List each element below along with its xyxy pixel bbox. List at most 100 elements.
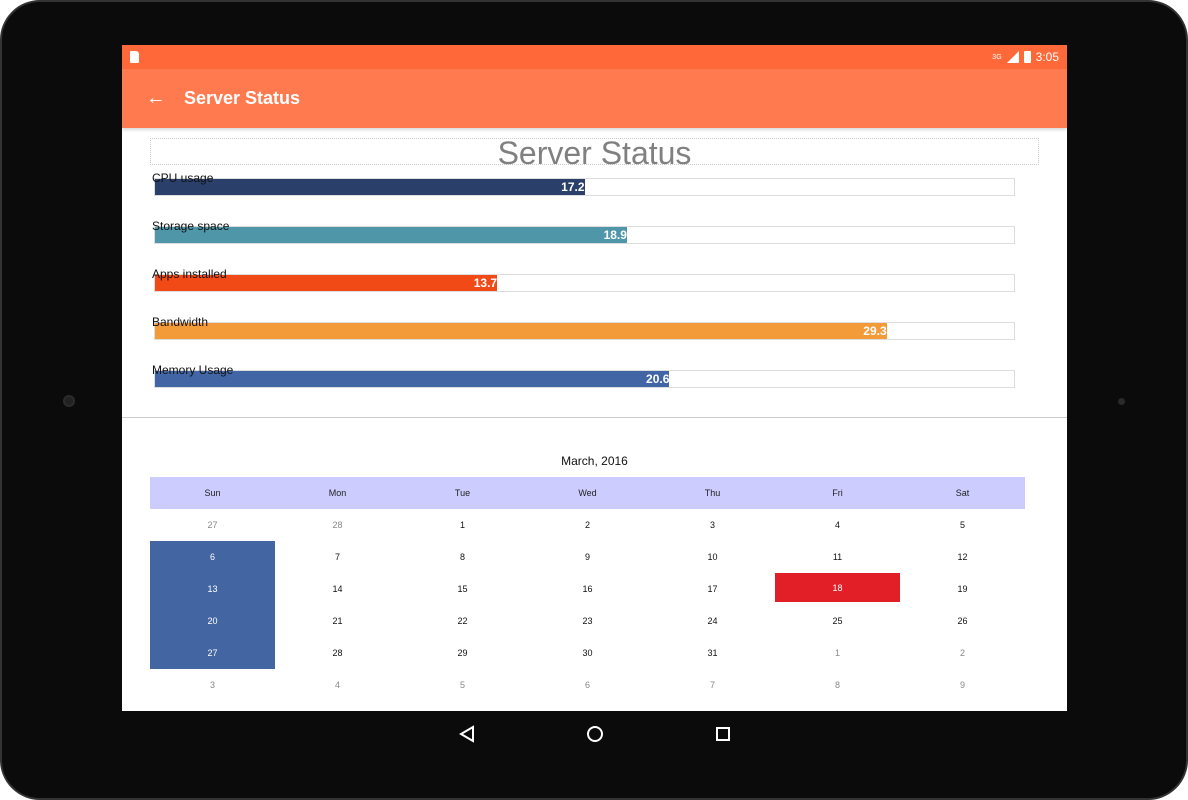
calendar-day[interactable]: 1 bbox=[459, 520, 465, 530]
front-camera bbox=[63, 395, 75, 407]
calendar-day[interactable]: 22 bbox=[457, 616, 468, 626]
calendar-day[interactable]: 2 bbox=[584, 520, 590, 530]
network-type: 3G bbox=[992, 53, 1002, 61]
calendar-day[interactable]: 4 bbox=[334, 680, 340, 690]
bar-category-label: Memory Usage bbox=[152, 363, 234, 377]
status-bar: 3G 3:05 bbox=[122, 45, 1067, 69]
bar: 18.9 bbox=[155, 227, 627, 243]
calendar-day[interactable]: 15 bbox=[457, 584, 468, 594]
calendar-grid: 27 28 1 2 3 4 5 6 7 8 9 10 11 12 13 14 15 16 17 18 19 20 21 22 2… bbox=[150, 509, 1025, 701]
bar-track: 20.6 bbox=[154, 370, 1015, 388]
calendar-day[interactable]: 20 bbox=[150, 605, 275, 637]
app-bar: ← Server Status bbox=[122, 69, 1067, 128]
calendar-day[interactable]: 25 bbox=[832, 616, 843, 626]
bar-row: 17.2 CPU usage bbox=[152, 171, 1017, 196]
calendar-day[interactable]: 27 bbox=[150, 637, 275, 669]
calendar-weekday-header: Sun Mon Tue Wed Thu Fri Sat bbox=[150, 477, 1025, 509]
navigation-bar bbox=[122, 711, 1067, 757]
app-bar-title: Server Status bbox=[184, 88, 301, 108]
bar-category-label: Storage space bbox=[152, 219, 230, 233]
calendar-day[interactable]: 9 bbox=[584, 552, 590, 562]
calendar-day[interactable]: 5 bbox=[959, 520, 965, 530]
bar-row: 18.9 Storage space bbox=[152, 219, 1017, 244]
calendar-day[interactable]: 29 bbox=[457, 648, 468, 658]
weekday-label: Wed bbox=[578, 488, 597, 498]
calendar-week: 27 28 1 2 3 4 5 bbox=[150, 509, 1025, 541]
bar-row: 29.3 Bandwidth bbox=[152, 315, 1017, 340]
sensor bbox=[1118, 398, 1125, 405]
divider bbox=[122, 417, 1067, 418]
bar-value-label: 18.9 bbox=[603, 228, 627, 242]
weekday-label: Thu bbox=[704, 488, 721, 498]
weekday-label: Sun bbox=[204, 488, 221, 498]
calendar-day[interactable]: 19 bbox=[957, 584, 968, 594]
bar: 17.2 bbox=[155, 179, 585, 195]
calendar-day[interactable]: 30 bbox=[582, 648, 593, 658]
calendar-week: 20 21 22 23 24 25 26 bbox=[150, 605, 1025, 637]
calendar-day[interactable]: 28 bbox=[332, 648, 343, 658]
bar-category-label: CPU usage bbox=[152, 171, 214, 185]
bar: 29.3 bbox=[155, 323, 887, 339]
bar: 13.7 bbox=[155, 275, 498, 291]
calendar-week: 3 4 5 6 7 8 9 bbox=[150, 669, 1025, 701]
calendar-day[interactable]: 10 bbox=[707, 552, 718, 562]
calendar-day[interactable]: 14 bbox=[332, 584, 343, 594]
calendar-week: 6 7 8 9 10 11 12 bbox=[150, 541, 1025, 573]
calendar-day[interactable]: 27 bbox=[207, 520, 218, 530]
bar-track: 13.7 bbox=[154, 274, 1015, 292]
back-nav-icon[interactable] bbox=[458, 725, 476, 743]
sd-card-icon bbox=[130, 51, 139, 63]
calendar-day[interactable]: 17 bbox=[707, 584, 718, 594]
calendar-day[interactable]: 31 bbox=[707, 648, 718, 658]
arrow-left-icon[interactable]: ← bbox=[146, 87, 166, 109]
calendar-day[interactable]: 13 bbox=[150, 573, 275, 605]
calendar-day[interactable]: 5 bbox=[459, 680, 465, 690]
calendar-day[interactable]: 18 bbox=[775, 573, 900, 602]
bar-track: 17.2 bbox=[154, 178, 1015, 196]
calendar: Sun Mon Tue Wed Thu Fri Sat 27 28 1 2 3 4 5 6 7 8 9 10 11 1… bbox=[150, 477, 1025, 701]
calendar-day[interactable]: 3 bbox=[709, 520, 715, 530]
calendar-day[interactable]: 9 bbox=[959, 680, 965, 690]
bar-value-label: 20.6 bbox=[646, 372, 670, 386]
weekday-label: Tue bbox=[454, 488, 471, 498]
calendar-day[interactable]: 23 bbox=[582, 616, 593, 626]
calendar-day[interactable]: 1 bbox=[834, 648, 840, 658]
calendar-day[interactable]: 2 bbox=[959, 648, 965, 658]
calendar-day[interactable]: 11 bbox=[832, 552, 843, 562]
weekday-label: Sat bbox=[955, 488, 970, 498]
calendar-day[interactable]: 8 bbox=[834, 680, 840, 690]
bar-value-label: 13.7 bbox=[473, 276, 498, 290]
calendar-day[interactable]: 4 bbox=[834, 520, 840, 530]
bar: 20.6 bbox=[155, 371, 670, 387]
calendar-day[interactable]: 24 bbox=[707, 616, 718, 626]
recents-nav-icon[interactable] bbox=[714, 725, 732, 743]
weekday-label: Fri bbox=[832, 488, 843, 498]
chart-title: Server Status bbox=[150, 137, 1039, 169]
bar-value-label: 17.2 bbox=[561, 180, 585, 194]
bar-value-label: 29.3 bbox=[863, 324, 887, 338]
signal-icon bbox=[1006, 51, 1019, 63]
home-nav-icon[interactable] bbox=[586, 725, 604, 743]
calendar-day[interactable]: 21 bbox=[332, 616, 343, 626]
weekday-label: Mon bbox=[328, 488, 347, 498]
calendar-title: March, 2016 bbox=[561, 454, 628, 468]
calendar-day[interactable]: 6 bbox=[150, 541, 275, 573]
bar-category-label: Apps installed bbox=[152, 267, 227, 281]
bar-row: 20.6 Memory Usage bbox=[152, 363, 1017, 388]
calendar-day[interactable]: 6 bbox=[584, 680, 590, 690]
battery-icon bbox=[1023, 51, 1031, 63]
bar-category-label: Bandwidth bbox=[152, 315, 209, 329]
bar-track: 18.9 bbox=[154, 226, 1015, 244]
calendar-day[interactable]: 28 bbox=[332, 520, 343, 530]
calendar-day[interactable]: 3 bbox=[209, 680, 215, 690]
calendar-day[interactable]: 7 bbox=[709, 680, 715, 690]
calendar-week: 27 28 29 30 31 1 2 bbox=[150, 637, 1025, 669]
calendar-day[interactable]: 16 bbox=[582, 584, 593, 594]
screen: 3G 3:05 ← Server Status Server Status 17… bbox=[122, 45, 1067, 711]
bar-track: 29.3 bbox=[154, 322, 1015, 340]
calendar-day[interactable]: 7 bbox=[334, 552, 340, 562]
calendar-day[interactable]: 26 bbox=[957, 616, 968, 626]
clock: 3:05 bbox=[1035, 50, 1059, 64]
calendar-day[interactable]: 8 bbox=[459, 552, 465, 562]
calendar-day[interactable]: 12 bbox=[957, 552, 968, 562]
